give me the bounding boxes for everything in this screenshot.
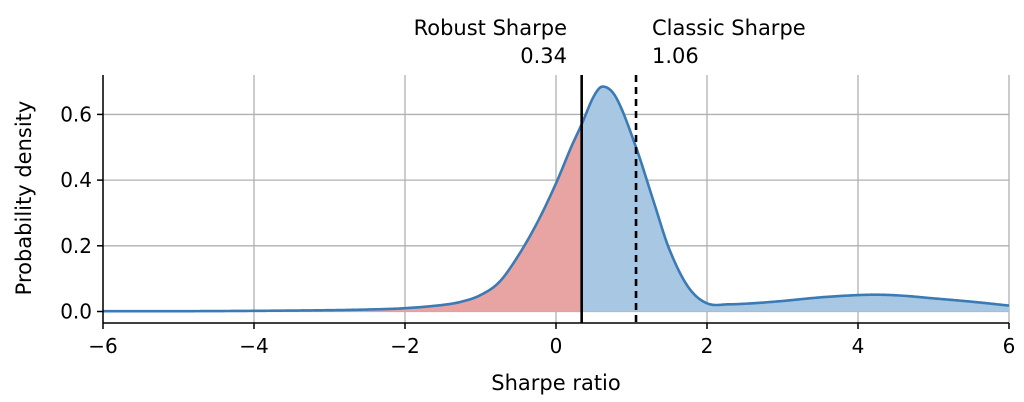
x-tick-label-4: 2: [701, 334, 714, 358]
x-tick-label-6: 6: [1003, 334, 1016, 358]
robust-sharpe-value: 0.34: [520, 44, 567, 68]
y-axis-label: Probability density: [12, 101, 36, 296]
y-tick-label-2: 0.4: [60, 168, 92, 192]
area-fill-above-robust: [581, 86, 1009, 312]
y-tick-label-3: 0.6: [60, 102, 92, 126]
density-curve: [103, 85, 1010, 313]
x-tick-label-5: 4: [852, 334, 865, 358]
robust-sharpe-label: Robust Sharpe: [414, 16, 567, 40]
x-tick-label-3: 0: [550, 334, 563, 358]
x-tick-label-1: −4: [239, 334, 268, 358]
area-fill-below-robust: [103, 124, 582, 312]
y-tick-label-1: 0.2: [60, 234, 92, 258]
classic-sharpe-label: Classic Sharpe: [652, 16, 806, 40]
x-tick-label-2: −2: [390, 334, 419, 358]
y-ticks: 0.0 0.2 0.4 0.6: [60, 102, 103, 324]
x-ticks: −6 −4 −2 0 2 4 6: [88, 323, 1015, 358]
classic-sharpe-value: 1.06: [652, 44, 699, 68]
y-tick-label-0: 0.0: [60, 300, 92, 324]
x-axis-label: Sharpe ratio: [491, 371, 621, 395]
x-tick-label-0: −6: [88, 334, 117, 358]
